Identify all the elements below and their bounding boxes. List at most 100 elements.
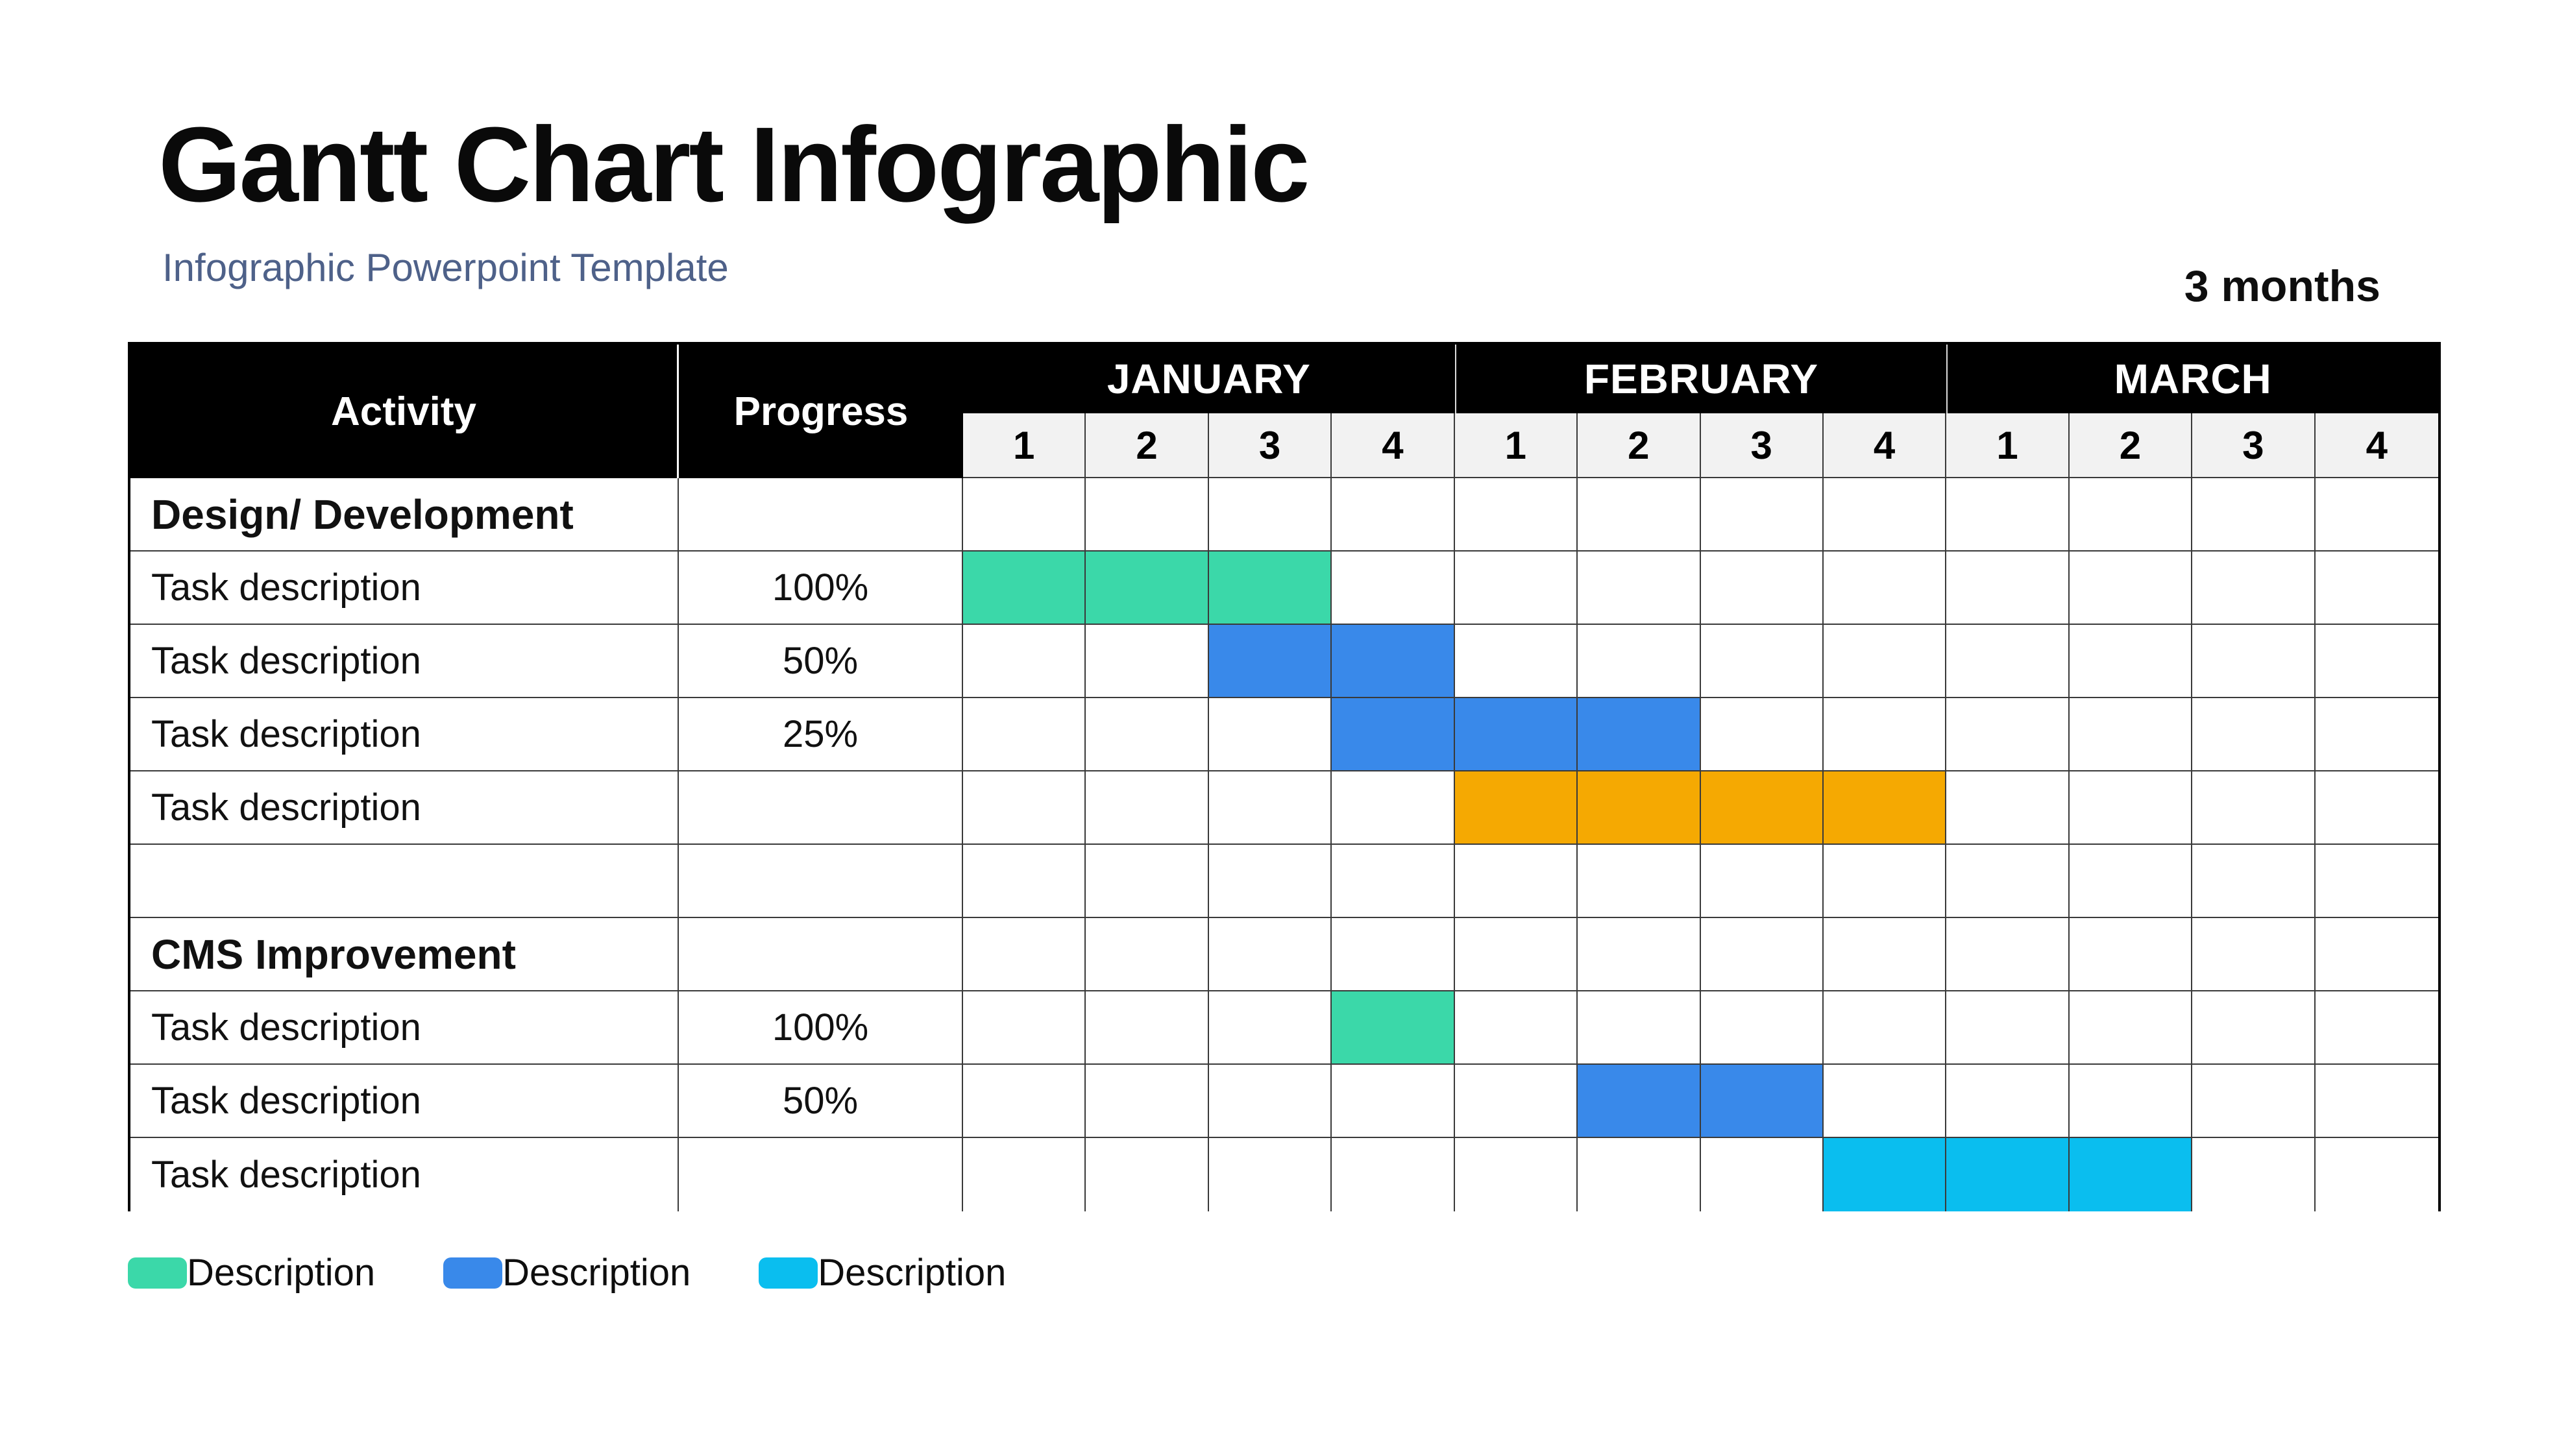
week-cell bbox=[963, 918, 1086, 991]
task-label-cell: Task description bbox=[130, 1065, 679, 1138]
week-cell bbox=[1454, 1065, 1578, 1138]
week-cell bbox=[2315, 845, 2438, 918]
week-header-cell: 1 bbox=[1454, 413, 1578, 478]
week-cell bbox=[1332, 918, 1455, 991]
week-header-cell: 4 bbox=[1823, 413, 1947, 478]
gantt-bar-segment-cyan bbox=[2069, 1138, 2193, 1211]
gantt-bar-segment-green bbox=[1332, 991, 1455, 1065]
green-swatch-icon bbox=[128, 1257, 187, 1289]
week-cell bbox=[1086, 771, 1209, 845]
week-header-cell: 3 bbox=[2192, 413, 2316, 478]
legend-item: Description bbox=[759, 1251, 1006, 1294]
gantt-bar-segment-blue bbox=[1578, 1065, 1701, 1138]
week-cell bbox=[1946, 771, 2070, 845]
week-cell bbox=[1454, 478, 1578, 552]
week-header-cell: 4 bbox=[1332, 413, 1455, 478]
week-cell bbox=[963, 625, 1086, 698]
week-cell bbox=[2315, 552, 2438, 625]
week-cell bbox=[1086, 845, 1209, 918]
gantt-bar-segment-green bbox=[1086, 552, 1209, 625]
progress-value-cell: 100% bbox=[679, 991, 963, 1065]
task-label-cell: Task description bbox=[130, 625, 679, 698]
month-header-january: JANUARY bbox=[963, 345, 1455, 413]
task-label-cell: Task description bbox=[130, 698, 679, 771]
week-cell bbox=[1946, 991, 2070, 1065]
week-cell bbox=[2192, 918, 2316, 991]
week-cell bbox=[1700, 625, 1824, 698]
week-cell bbox=[1454, 625, 1578, 698]
week-cell bbox=[1332, 478, 1455, 552]
gantt-bar-segment-blue bbox=[1208, 625, 1332, 698]
task-label-cell: Task description bbox=[130, 771, 679, 845]
progress-value-cell: 25% bbox=[679, 698, 963, 771]
week-cell bbox=[1332, 845, 1455, 918]
week-cell bbox=[2069, 478, 2193, 552]
progress-value-cell bbox=[679, 478, 963, 552]
cyan-swatch-icon bbox=[759, 1257, 818, 1289]
duration-label: 3 months bbox=[2184, 261, 2380, 311]
week-cell bbox=[2315, 1065, 2438, 1138]
week-cell bbox=[1208, 1065, 1332, 1138]
week-cell bbox=[2069, 991, 2193, 1065]
legend: Description Description Description bbox=[128, 1251, 1006, 1294]
gantt-bar-segment-blue bbox=[1332, 625, 1455, 698]
week-cell bbox=[1946, 625, 2070, 698]
task-label-cell: Task description bbox=[130, 1138, 679, 1211]
week-cell bbox=[1823, 1065, 1947, 1138]
week-cell bbox=[1086, 625, 1209, 698]
week-cell bbox=[2192, 991, 2316, 1065]
week-cell bbox=[1700, 478, 1824, 552]
month-header-february: FEBRUARY bbox=[1454, 345, 1947, 413]
blue-swatch-icon bbox=[443, 1257, 503, 1289]
task-label-cell: Task description bbox=[130, 991, 679, 1065]
week-cell bbox=[1332, 1138, 1455, 1211]
week-cell bbox=[1823, 552, 1947, 625]
week-cell bbox=[1823, 625, 1947, 698]
week-cell bbox=[1823, 478, 1947, 552]
gantt-bar-segment-green bbox=[963, 552, 1086, 625]
week-header-cell: 1 bbox=[1946, 413, 2070, 478]
week-cell bbox=[1086, 991, 1209, 1065]
week-cell bbox=[1823, 991, 1947, 1065]
gantt-bar-segment-cyan bbox=[1823, 1138, 1947, 1211]
gantt-bar-segment-blue bbox=[1454, 698, 1578, 771]
task-label-cell: Task description bbox=[130, 552, 679, 625]
week-cell bbox=[2315, 698, 2438, 771]
week-cell bbox=[1086, 478, 1209, 552]
week-cell bbox=[2069, 918, 2193, 991]
legend-item: Description bbox=[128, 1251, 375, 1294]
week-cell bbox=[1086, 1138, 1209, 1211]
gantt-table: Activity Progress JANUARY FEBRUARY MARCH 1 2… bbox=[128, 342, 2441, 1211]
week-cell bbox=[963, 991, 1086, 1065]
week-cell bbox=[2192, 698, 2316, 771]
week-cell bbox=[963, 845, 1086, 918]
progress-value-cell bbox=[679, 1138, 963, 1211]
week-cell bbox=[2315, 918, 2438, 991]
week-header-cell: 2 bbox=[1086, 413, 1209, 478]
week-cell bbox=[2192, 552, 2316, 625]
week-cell bbox=[1946, 918, 2070, 991]
week-cell bbox=[1454, 552, 1578, 625]
week-cell bbox=[1208, 771, 1332, 845]
week-cell bbox=[1208, 845, 1332, 918]
week-cell bbox=[1700, 698, 1824, 771]
week-cell bbox=[1332, 1065, 1455, 1138]
week-cell bbox=[1700, 845, 1824, 918]
gantt-bar-segment-orange bbox=[1823, 771, 1947, 845]
month-header-march: MARCH bbox=[1946, 345, 2438, 413]
legend-item: Description bbox=[443, 1251, 691, 1294]
week-cell bbox=[1946, 478, 2070, 552]
week-header-cell: 4 bbox=[2315, 413, 2438, 478]
week-cell bbox=[2192, 845, 2316, 918]
week-cell bbox=[1700, 552, 1824, 625]
week-cell bbox=[2315, 991, 2438, 1065]
week-cell bbox=[1086, 1065, 1209, 1138]
activity-column-header: Activity bbox=[130, 345, 679, 478]
week-cell bbox=[1578, 918, 1701, 991]
week-cell bbox=[1332, 771, 1455, 845]
week-cell bbox=[1208, 478, 1332, 552]
gantt-bar-segment-orange bbox=[1700, 771, 1824, 845]
gantt-bar-segment-cyan bbox=[1946, 1138, 2070, 1211]
progress-value-cell: 100% bbox=[679, 552, 963, 625]
week-header-cell: 2 bbox=[1578, 413, 1701, 478]
